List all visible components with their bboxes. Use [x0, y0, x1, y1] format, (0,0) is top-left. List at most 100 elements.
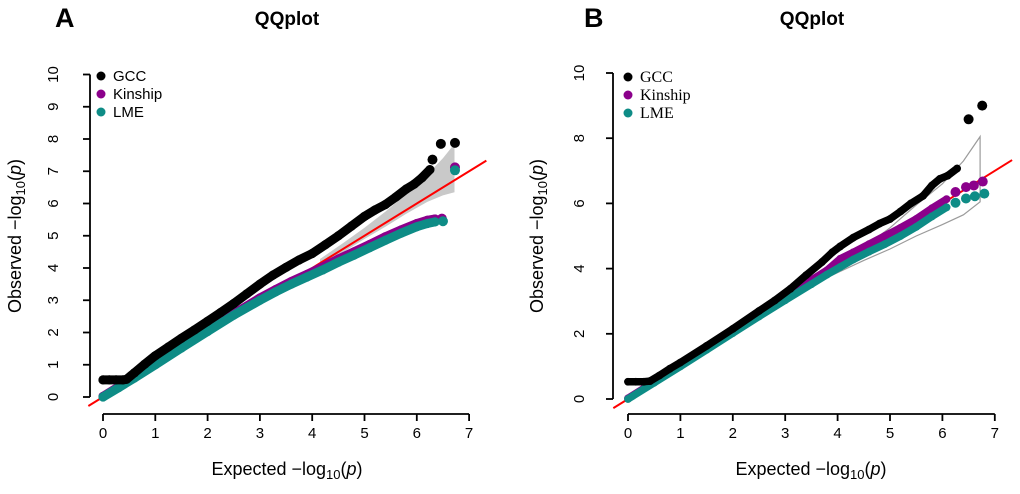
panel-b: 0 1 2 3 4 5 6 7 0 2 4 6 8 10 Expected −log10(p) Observe…: [527, 65, 1013, 482]
x-tick-label: 5: [886, 425, 894, 442]
series-gcc-point: [370, 205, 380, 215]
panel-a-title: QQplot: [254, 9, 320, 30]
series-gcc-point: [836, 242, 845, 251]
series-gcc-point: [928, 181, 936, 190]
series-gcc-point: [255, 279, 265, 289]
y-tick-label: 1: [45, 361, 62, 369]
series-gcc-curve: [98, 165, 435, 385]
legend-label-gcc: GCC: [640, 69, 673, 86]
series-lme-point: [422, 218, 432, 229]
y-tick-label: 2: [571, 330, 588, 338]
series-gcc-point: [401, 184, 411, 194]
y-tick-label: 9: [45, 103, 62, 111]
series-lme-point: [286, 279, 296, 289]
series-gcc-point: [140, 359, 150, 369]
panel-b-letter: B: [584, 3, 604, 33]
series-gcc-point: [646, 377, 654, 385]
series-gcc-point: [624, 377, 632, 386]
series-lme-point: [318, 265, 328, 275]
legend-label-kinship: Kinship: [113, 86, 162, 103]
y-tick-label: 8: [45, 135, 62, 143]
series-gcc-point: [770, 296, 779, 305]
series-lme-point: [823, 270, 832, 279]
series-lme-point: [412, 222, 422, 232]
x-tick-label: 3: [781, 425, 789, 442]
series-lme-outlier-point: [437, 216, 448, 227]
series-lme-outlier-point: [979, 188, 990, 199]
series-gcc-point: [425, 165, 435, 175]
panel-b-series-lme: [624, 188, 990, 403]
legend-dot-kinship: [96, 89, 106, 99]
series-gcc-point: [865, 225, 873, 234]
series-gcc-point: [307, 248, 317, 259]
panel-b-confidence-band: [831, 134, 981, 277]
series-gcc-point: [129, 368, 139, 378]
x-tick-label: 1: [676, 425, 684, 442]
series-lme-outlier-point: [950, 197, 961, 208]
series-gcc-point: [216, 307, 226, 318]
series-gcc-point: [817, 258, 826, 266]
series-kinship-outlier-point: [960, 182, 971, 193]
series-lme-point: [896, 232, 905, 240]
series-lme-point: [624, 395, 632, 403]
panel-b-x-axis-title: Expected −log10(p): [735, 459, 886, 482]
series-lme-point: [176, 343, 187, 353]
x-tick-label: 6: [413, 425, 421, 442]
series-lme-point: [865, 247, 873, 256]
series-gcc-point: [409, 179, 419, 189]
legend-dot-lme: [623, 108, 633, 118]
series-gcc-point: [919, 192, 927, 200]
series-gcc-point: [631, 377, 640, 386]
y-tick-label: 0: [45, 393, 62, 401]
y-tick-label: 0: [571, 395, 588, 403]
series-lme-point: [333, 257, 343, 267]
series-lme-point: [880, 240, 889, 249]
series-gcc-point: [391, 192, 401, 202]
series-kinship-outlier-point: [968, 180, 979, 191]
panel-a-letter: A: [55, 3, 75, 33]
series-gcc-point: [702, 341, 711, 350]
series-gcc-point: [111, 375, 121, 385]
x-tick-label: 4: [833, 425, 841, 442]
series-gcc-point: [953, 164, 961, 173]
y-tick-label: 8: [571, 134, 588, 142]
series-gcc-point: [655, 371, 664, 380]
legend-dot-lme: [96, 107, 106, 117]
series-gcc-point: [755, 307, 763, 315]
series-gcc-outlier-point: [449, 137, 460, 148]
series-lme-point: [942, 203, 951, 212]
x-tick-label: 2: [203, 425, 211, 442]
x-tick-label: 4: [308, 425, 316, 442]
series-gcc-point: [896, 207, 905, 216]
series-gcc-point: [828, 248, 837, 257]
series-lme-outlier-point: [969, 191, 980, 202]
panel-b-title: QQplot: [779, 9, 845, 30]
x-tick-label: 1: [151, 425, 159, 442]
series-lme-point: [203, 326, 213, 337]
series-lme-point: [349, 250, 359, 260]
series-gcc-point: [359, 211, 370, 221]
series-gcc-point: [935, 175, 944, 183]
series-gcc-outlier-point: [427, 154, 438, 165]
series-gcc-point: [333, 231, 343, 241]
series-gcc-point: [242, 289, 252, 299]
panel-b-series-gcc: [624, 100, 988, 386]
series-gcc-outlier-point: [963, 114, 974, 125]
series-gcc-point: [886, 215, 894, 223]
series-lme-point: [114, 383, 124, 393]
panel-a: 0 1 2 3 4 5 6 7 0 1 2 3 4 5 6 7 8 9 10 Expected −log10(p) Ob…: [5, 66, 487, 482]
panel-a-series-lme: [98, 165, 460, 402]
series-gcc-point: [728, 325, 737, 333]
series-kinship-point: [880, 232, 889, 240]
x-tick-label: 3: [256, 425, 264, 442]
series-gcc-point: [417, 173, 427, 183]
series-kinship-point: [836, 254, 845, 263]
y-tick-label: 2: [45, 328, 62, 336]
series-gcc-point: [121, 374, 132, 384]
series-gcc-point: [849, 233, 858, 242]
series-gcc-point: [875, 219, 884, 228]
series-lme-point: [229, 310, 239, 320]
series-gcc-point: [281, 262, 291, 272]
